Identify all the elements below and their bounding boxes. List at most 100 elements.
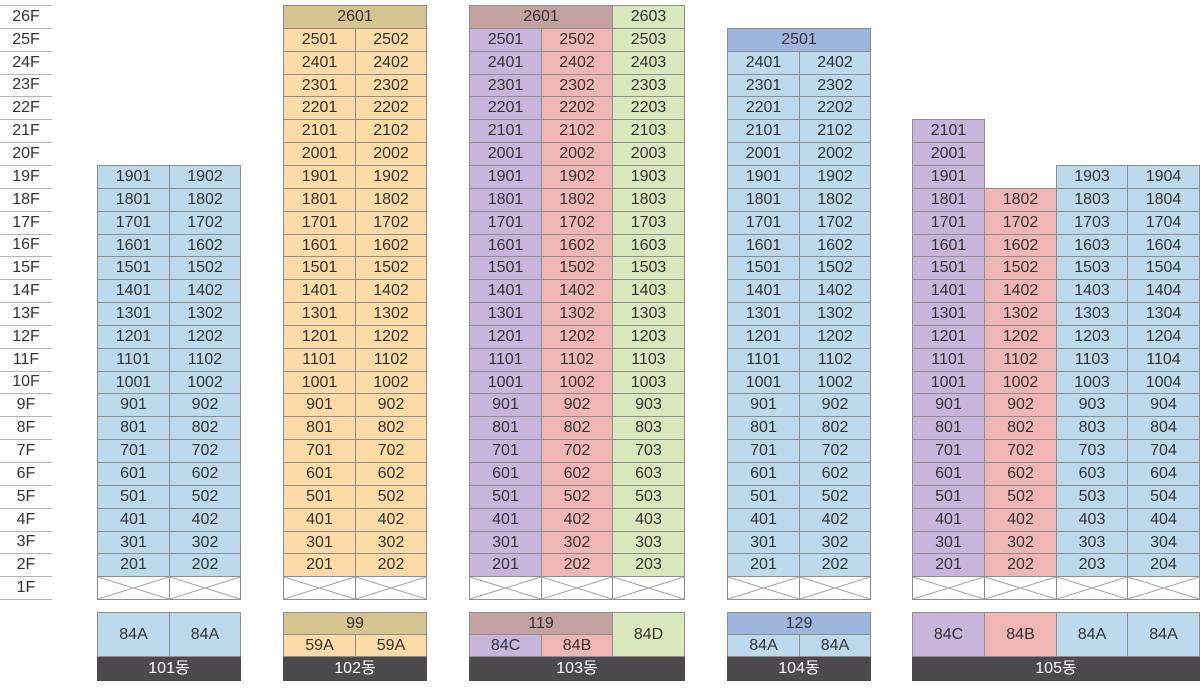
unit-cell: 1703 [612,211,685,235]
unit-cell: 1002 [355,371,427,394]
piloti-cell [799,576,871,600]
unit-cell: 2101 [469,119,542,143]
unit-cell: 2203 [612,96,685,120]
unit-cell: 2501 [469,28,542,52]
unit-cell: 1503 [612,256,685,280]
unit-cell: 201 [727,553,800,577]
unit-cell: 601 [912,462,985,486]
unit-cell: 1302 [169,302,241,326]
unit-cell: 203 [1056,553,1128,577]
unit-cell: 1002 [984,371,1057,394]
unit-cell: 1904 [1127,165,1200,189]
unit-cell: 1501 [912,256,985,280]
unit-cell: 1402 [355,279,427,303]
unit-cell: 1901 [912,165,985,189]
unit-cell: 1701 [283,211,356,235]
unit-cell: 1202 [541,325,613,349]
unit-cell: 1404 [1127,279,1200,303]
unit-cell: 1801 [727,188,800,212]
unit-cell: 502 [799,485,871,509]
unit-cell: 1204 [1127,325,1200,349]
unit-cell: 901 [727,393,800,417]
unit-cell: 502 [355,485,427,509]
piloti-cell [355,576,427,600]
unit-cell: 702 [541,439,613,463]
unit-cell: 802 [984,416,1057,440]
unit-cell: 802 [799,416,871,440]
unit-cell: 702 [984,439,1057,463]
piloti-cell [541,576,613,600]
unit-cell: 1401 [283,279,356,303]
unit-cell: 1401 [97,279,170,303]
unit-cell: 602 [984,462,1057,486]
unit-cell: 303 [1056,531,1128,554]
piloti-cell [97,576,170,600]
floor-label: 11F [0,348,52,372]
unit-cell: 602 [541,462,613,486]
unit-cell: 401 [912,508,985,532]
unit-cell: 802 [355,416,427,440]
unit-cell: 1102 [984,348,1057,372]
unit-cell: 1602 [984,234,1057,257]
unit-cell: 601 [469,462,542,486]
floor-label: 15F [0,256,52,280]
unit-cell: 201 [912,553,985,577]
unit-cell: 2202 [355,96,427,120]
unit-cell: 401 [727,508,800,532]
unit-cell: 203 [612,553,685,577]
floor-label: 7F [0,439,52,463]
unit-cell: 2201 [727,96,800,120]
unit-cell: 1001 [469,371,542,394]
unit-cell: 902 [355,393,427,417]
floor-label: 9F [0,393,52,417]
unit-cell: 901 [912,393,985,417]
unit-cell: 1002 [169,371,241,394]
unit-cell: 1701 [912,211,985,235]
floor-label: 23F [0,74,52,97]
unit-cell: 1801 [469,188,542,212]
unit-cell: 1202 [799,325,871,349]
unit-cell: 1702 [984,211,1057,235]
unit-type-cell: 84A [727,634,800,657]
unit-cell: 2503 [612,28,685,52]
unit-cell: 1901 [97,165,170,189]
unit-cell: 2102 [355,119,427,143]
unit-type-cell: 84B [984,612,1057,657]
building-label: 104동 [727,657,871,681]
unit-cell: 1402 [799,279,871,303]
unit-cell: 801 [727,416,800,440]
unit-cell: 502 [984,485,1057,509]
unit-cell: 1003 [1056,371,1128,394]
unit-cell: 302 [169,531,241,554]
unit-cell: 1102 [799,348,871,372]
unit-cell: 1001 [912,371,985,394]
unit-cell: 402 [355,508,427,532]
unit-cell: 1201 [727,325,800,349]
unit-cell: 2603 [612,5,685,29]
unit-cell: 1103 [612,348,685,372]
unit-cell: 501 [912,485,985,509]
unit-cell: 1804 [1127,188,1200,212]
unit-cell: 1303 [1056,302,1128,326]
unit-cell: 2102 [799,119,871,143]
unit-cell: 1302 [541,302,613,326]
unit-cell: 401 [283,508,356,532]
unit-cell: 1902 [799,165,871,189]
floor-label: 4F [0,508,52,532]
unit-cell: 1301 [727,302,800,326]
unit-cell: 1602 [355,234,427,257]
floor-label: 18F [0,188,52,212]
unit-cell: 1801 [283,188,356,212]
unit-cell: 904 [1127,393,1200,417]
unit-cell: 1601 [469,234,542,257]
unit-cell: 1202 [169,325,241,349]
unit-cell: 202 [541,553,613,577]
type-header-cell: 99 [283,612,427,635]
unit-cell: 301 [283,531,356,554]
unit-cell: 1401 [727,279,800,303]
unit-cell: 1102 [169,348,241,372]
unit-cell: 1002 [541,371,613,394]
unit-cell: 1803 [612,188,685,212]
unit-cell: 1002 [799,371,871,394]
building-label: 102동 [283,657,427,681]
